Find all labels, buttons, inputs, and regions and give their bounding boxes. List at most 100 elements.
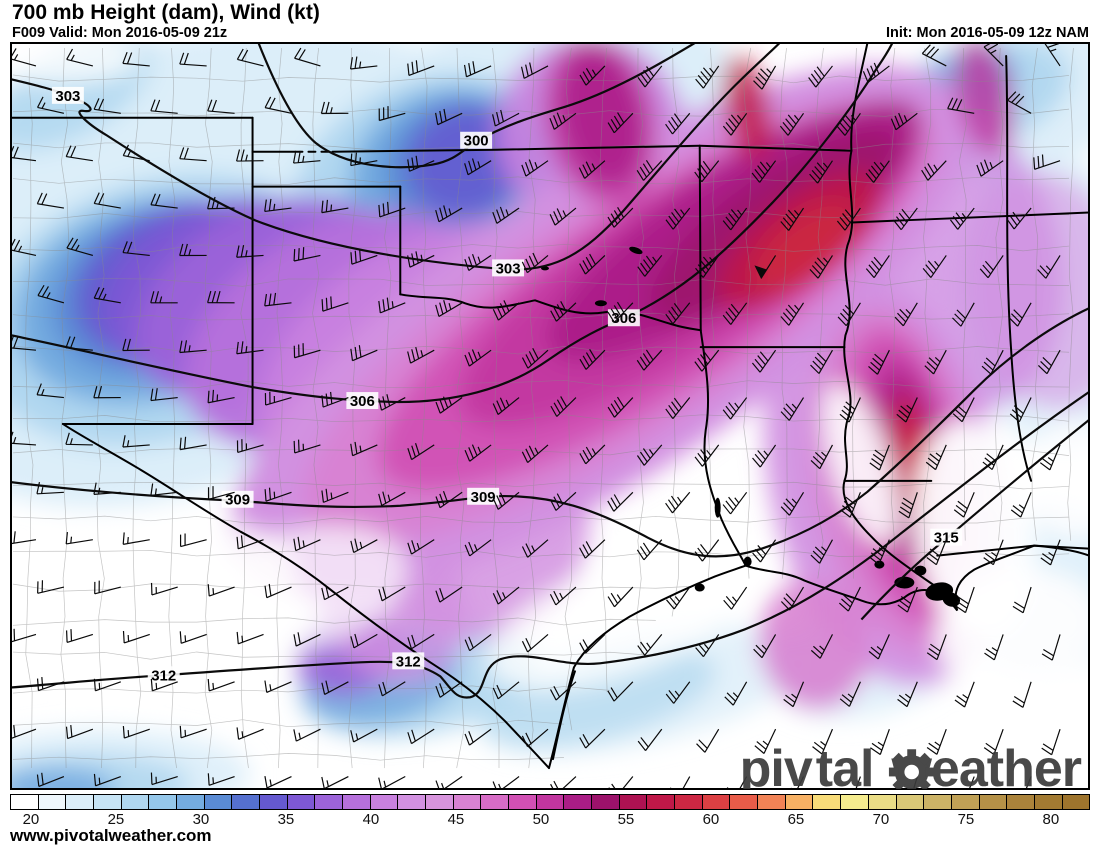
wind-barb bbox=[921, 44, 947, 67]
page-title: 700 mb Height (dam), Wind (kt) bbox=[12, 1, 320, 24]
colorbar-cell bbox=[951, 795, 980, 809]
pivotal-weather-logo: piv tal weather bbox=[740, 743, 1082, 789]
wind-barb bbox=[93, 482, 121, 495]
wind-barb bbox=[696, 728, 720, 753]
map-area: 300 303 303 306 306 309 309 312 312 315 piv tal w… bbox=[10, 42, 1090, 790]
wind-barb bbox=[752, 539, 777, 563]
colorbar bbox=[10, 794, 1090, 810]
wind-barb bbox=[983, 539, 1004, 566]
wind-barb bbox=[897, 586, 918, 613]
colorbar-tick-25: 25 bbox=[107, 811, 125, 828]
colorbar-cell bbox=[343, 795, 371, 809]
wind-barb bbox=[868, 634, 890, 660]
wind-barb bbox=[665, 207, 691, 230]
wind-barb bbox=[520, 62, 549, 79]
wind-barb bbox=[36, 772, 65, 787]
init-time-label: Init: Mon 2016-05-09 12z NAM bbox=[885, 25, 1089, 41]
wind-barb bbox=[924, 349, 947, 375]
wind-barb bbox=[207, 486, 235, 500]
colorbar-cell bbox=[841, 795, 869, 809]
wind-barb bbox=[694, 539, 720, 562]
contour-label-315: 315 bbox=[934, 530, 959, 547]
wind-barb bbox=[407, 728, 435, 745]
wind-barb bbox=[780, 302, 805, 326]
wind-barb bbox=[378, 491, 406, 506]
wind-barb bbox=[753, 634, 777, 659]
colorbar-cell bbox=[1034, 795, 1063, 809]
wind-barb bbox=[464, 539, 492, 557]
wind-barb bbox=[753, 65, 777, 90]
colorbar-cell bbox=[38, 795, 67, 809]
wind-barb bbox=[264, 583, 292, 599]
wind-barb bbox=[36, 481, 64, 495]
wind-barb bbox=[549, 681, 577, 701]
wind-barb bbox=[492, 491, 520, 510]
colorbar-cell bbox=[675, 795, 703, 809]
colorbar-cell bbox=[426, 795, 454, 809]
wind-barb bbox=[984, 634, 1004, 661]
wind-barb bbox=[292, 150, 321, 164]
wind-barb bbox=[264, 775, 292, 789]
wind-barb bbox=[150, 193, 178, 209]
wind-barb bbox=[665, 681, 691, 704]
wind-barb bbox=[836, 112, 861, 136]
colorbar-tick-55: 55 bbox=[617, 811, 635, 828]
wind-barb bbox=[722, 112, 748, 136]
wind-barb bbox=[637, 255, 663, 277]
colorbar-tick-labels: 20 25 30 35 40 45 50 55 60 65 70 75 80 bbox=[10, 811, 1090, 829]
colorbar-tick-75: 75 bbox=[957, 811, 975, 828]
wind-barb bbox=[65, 532, 93, 545]
colorbar-cell bbox=[121, 795, 150, 809]
wind-barb bbox=[809, 255, 833, 279]
wind-barb bbox=[350, 633, 378, 649]
contour-label-bg bbox=[492, 259, 525, 277]
wind-barb bbox=[1006, 207, 1032, 230]
contour-label-bg bbox=[346, 392, 379, 410]
wind-barb bbox=[378, 394, 406, 411]
colorbar-cell bbox=[564, 795, 593, 809]
wind-barb bbox=[236, 631, 264, 645]
colorbar-cell bbox=[11, 795, 39, 809]
wind-barb bbox=[207, 678, 235, 692]
wind-barb bbox=[1040, 539, 1061, 566]
wind-barb bbox=[293, 343, 321, 359]
wind-barb bbox=[579, 253, 606, 275]
wind-barb bbox=[838, 586, 861, 612]
wind-barb bbox=[724, 681, 748, 706]
wind-barb bbox=[607, 206, 634, 228]
colorbar-cell bbox=[453, 795, 482, 809]
contour-label-bg bbox=[607, 309, 640, 327]
wind-barb bbox=[722, 302, 748, 325]
wind-barb bbox=[464, 633, 492, 652]
wind-barb bbox=[579, 65, 606, 86]
wind-barb bbox=[435, 396, 463, 414]
wind-barb bbox=[665, 397, 691, 419]
wind-barb bbox=[840, 492, 861, 518]
colorbar-tick-40: 40 bbox=[362, 811, 380, 828]
wind-barb bbox=[521, 252, 549, 274]
wind-barb bbox=[607, 301, 634, 323]
wind-barb bbox=[636, 159, 663, 181]
contour-300 bbox=[257, 43, 696, 169]
wind-barb bbox=[521, 728, 549, 748]
colorbar-tick-60: 60 bbox=[702, 811, 720, 828]
contour-label-bg bbox=[460, 131, 493, 149]
wind-barb bbox=[350, 441, 378, 457]
wind-barb bbox=[179, 243, 207, 257]
wind-barb bbox=[11, 628, 37, 643]
wind-barb bbox=[780, 586, 805, 611]
wind-barb bbox=[150, 99, 178, 114]
wind-barb bbox=[122, 338, 150, 352]
wind-barb bbox=[810, 444, 834, 470]
contour-label-303: 303 bbox=[55, 88, 80, 105]
colorbar-cell bbox=[1007, 795, 1035, 809]
wind-barb bbox=[1008, 302, 1032, 327]
wind-barb bbox=[349, 56, 378, 70]
wind-barb bbox=[264, 680, 292, 694]
wind-barb bbox=[492, 586, 520, 605]
wind-barb bbox=[754, 728, 777, 754]
wind-barb bbox=[952, 397, 975, 423]
wind-speed-shading bbox=[11, 43, 1089, 789]
wind-barb bbox=[378, 201, 406, 218]
contour-label-306: 306 bbox=[611, 310, 636, 327]
